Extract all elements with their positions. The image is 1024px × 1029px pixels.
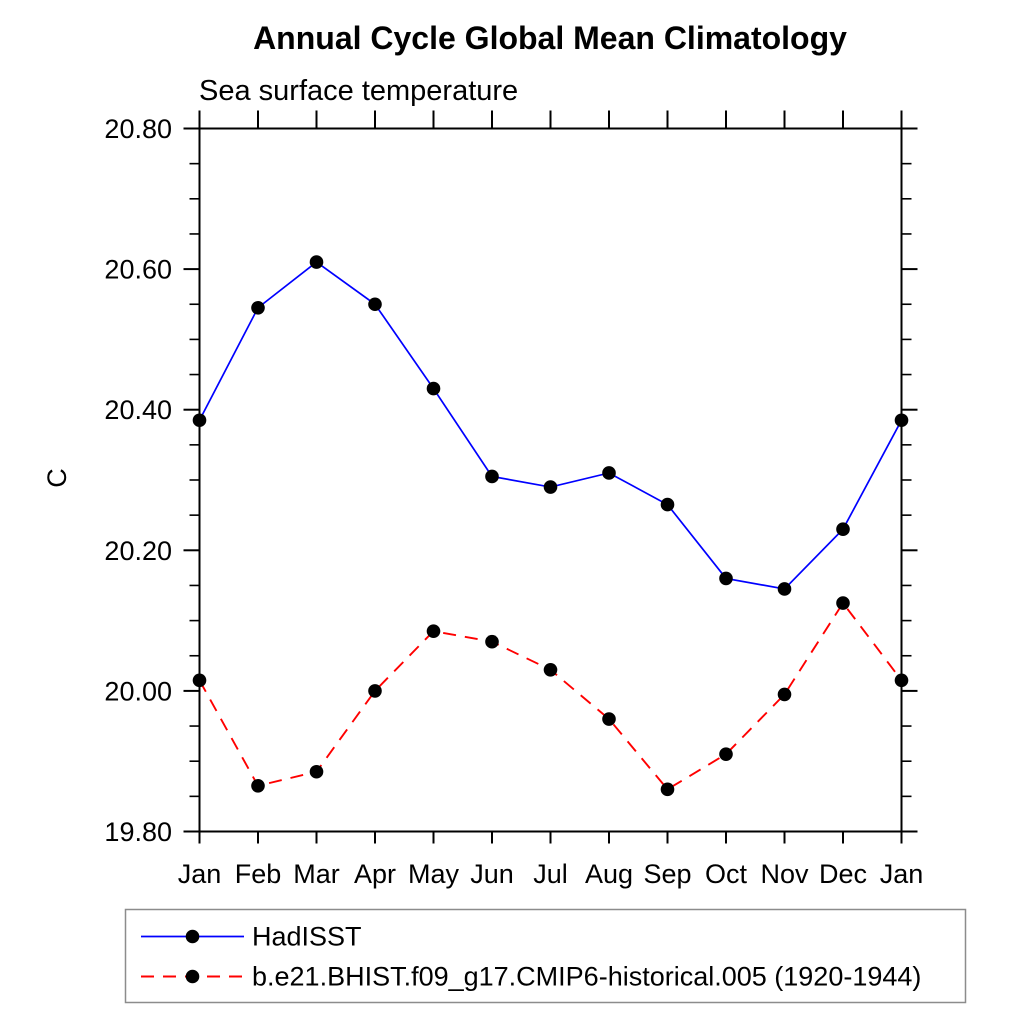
data-point bbox=[192, 673, 207, 688]
data-point bbox=[368, 297, 382, 312]
y-tick-label: 20.00 bbox=[104, 676, 172, 706]
data-point bbox=[836, 596, 850, 610]
y-tick-label: 20.80 bbox=[104, 114, 172, 144]
x-tick-label: Jan bbox=[178, 859, 222, 889]
x-tick-label: Aug bbox=[585, 859, 633, 889]
data-point bbox=[777, 687, 792, 702]
data-point bbox=[309, 255, 324, 269]
legend-marker-icon bbox=[185, 929, 200, 944]
y-tick-label: 20.20 bbox=[104, 536, 172, 566]
data-point bbox=[251, 779, 265, 793]
legend-marker-icon bbox=[185, 969, 200, 984]
legend-label-model: b.e21.BHIST.f09_g17.CMIP6-historical.005… bbox=[252, 962, 921, 992]
x-tick-label: Sep bbox=[643, 859, 691, 889]
data-point bbox=[426, 381, 441, 396]
chart-title: Annual Cycle Global Mean Climatology bbox=[253, 20, 847, 56]
plot-frame bbox=[198, 127, 903, 833]
data-point bbox=[777, 582, 792, 596]
data-point bbox=[485, 634, 499, 649]
data-point bbox=[309, 764, 324, 779]
data-point bbox=[602, 466, 616, 480]
x-tick-label: Jul bbox=[533, 859, 568, 889]
data-point bbox=[660, 782, 675, 797]
x-tick-label: Dec bbox=[819, 859, 867, 889]
data-point bbox=[543, 480, 558, 494]
y-axis-label: C bbox=[42, 468, 72, 488]
data-point bbox=[251, 300, 265, 315]
data-point bbox=[485, 469, 499, 484]
series-line-0 bbox=[198, 261, 903, 590]
y-tick-label: 19.80 bbox=[104, 817, 172, 847]
data-point bbox=[426, 624, 441, 638]
legend: HadISST b.e21.BHIST.f09_g17.CMIP6-histor… bbox=[124, 908, 967, 1004]
x-tick-label: May bbox=[408, 859, 460, 889]
x-tick-label: Feb bbox=[235, 859, 282, 889]
data-point bbox=[894, 413, 909, 428]
y-tick-label: 20.40 bbox=[104, 395, 172, 425]
legend-label-hadisst: HadISST bbox=[252, 922, 362, 952]
chart-subtitle: Sea surface temperature bbox=[199, 75, 518, 107]
x-tick-label: Apr bbox=[354, 859, 396, 889]
x-tick-label: Jan bbox=[880, 859, 924, 889]
data-point bbox=[543, 663, 558, 677]
data-point bbox=[602, 712, 616, 726]
data-point bbox=[368, 684, 382, 698]
data-point bbox=[660, 497, 675, 512]
series-line-1 bbox=[198, 601, 903, 791]
data-point bbox=[836, 522, 850, 537]
data-point bbox=[192, 413, 207, 428]
x-tick-label: Nov bbox=[760, 859, 809, 889]
x-tick-label: Mar bbox=[293, 859, 340, 889]
y-tick-label: 20.60 bbox=[104, 255, 172, 285]
data-point bbox=[719, 571, 733, 586]
x-tick-label: Oct bbox=[705, 859, 748, 889]
x-tick-label: Jun bbox=[470, 859, 514, 889]
legend-box bbox=[124, 908, 967, 1004]
data-point bbox=[894, 673, 909, 688]
data-point bbox=[719, 747, 733, 761]
